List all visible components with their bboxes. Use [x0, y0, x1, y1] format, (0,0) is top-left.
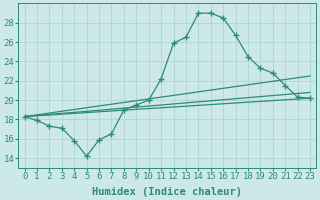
- X-axis label: Humidex (Indice chaleur): Humidex (Indice chaleur): [92, 186, 242, 197]
